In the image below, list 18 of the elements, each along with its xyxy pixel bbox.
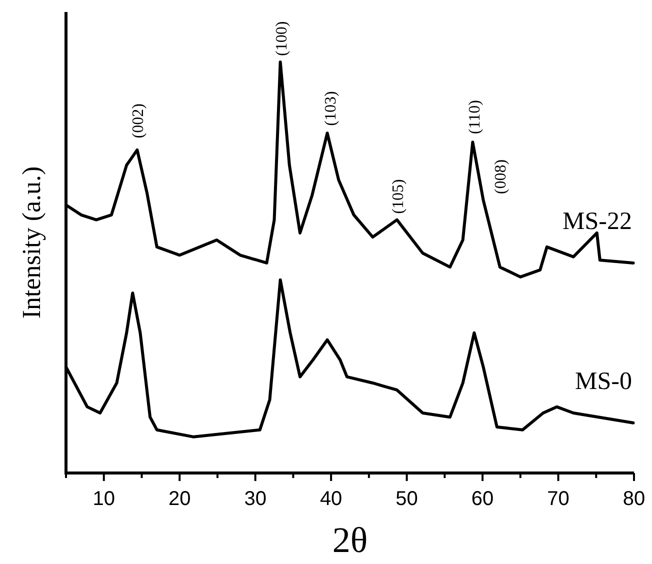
annotation: (105) xyxy=(390,179,407,214)
x-tick-label: 80 xyxy=(622,488,646,510)
x-tick-label: 10 xyxy=(92,488,115,510)
annotation: (110) xyxy=(466,100,484,134)
series-label: MS-0 xyxy=(575,368,632,395)
x-tick-label: 30 xyxy=(244,488,266,510)
y-axis-title: Intensity (a.u.) xyxy=(17,166,46,319)
x-tick-label: 70 xyxy=(547,488,570,510)
x-tick-label: 20 xyxy=(168,488,191,510)
x-tick-label: 50 xyxy=(396,488,418,510)
series-label: MS-22 xyxy=(562,208,632,235)
x-tick-label: 40 xyxy=(320,488,342,510)
x-tick-label: 60 xyxy=(471,488,494,510)
annotation: (100) xyxy=(273,21,290,56)
annotation: (103) xyxy=(322,91,340,126)
x-axis-title: 2θ xyxy=(332,520,368,560)
annotation: (008) xyxy=(492,159,510,194)
annotation: (002) xyxy=(130,104,148,138)
